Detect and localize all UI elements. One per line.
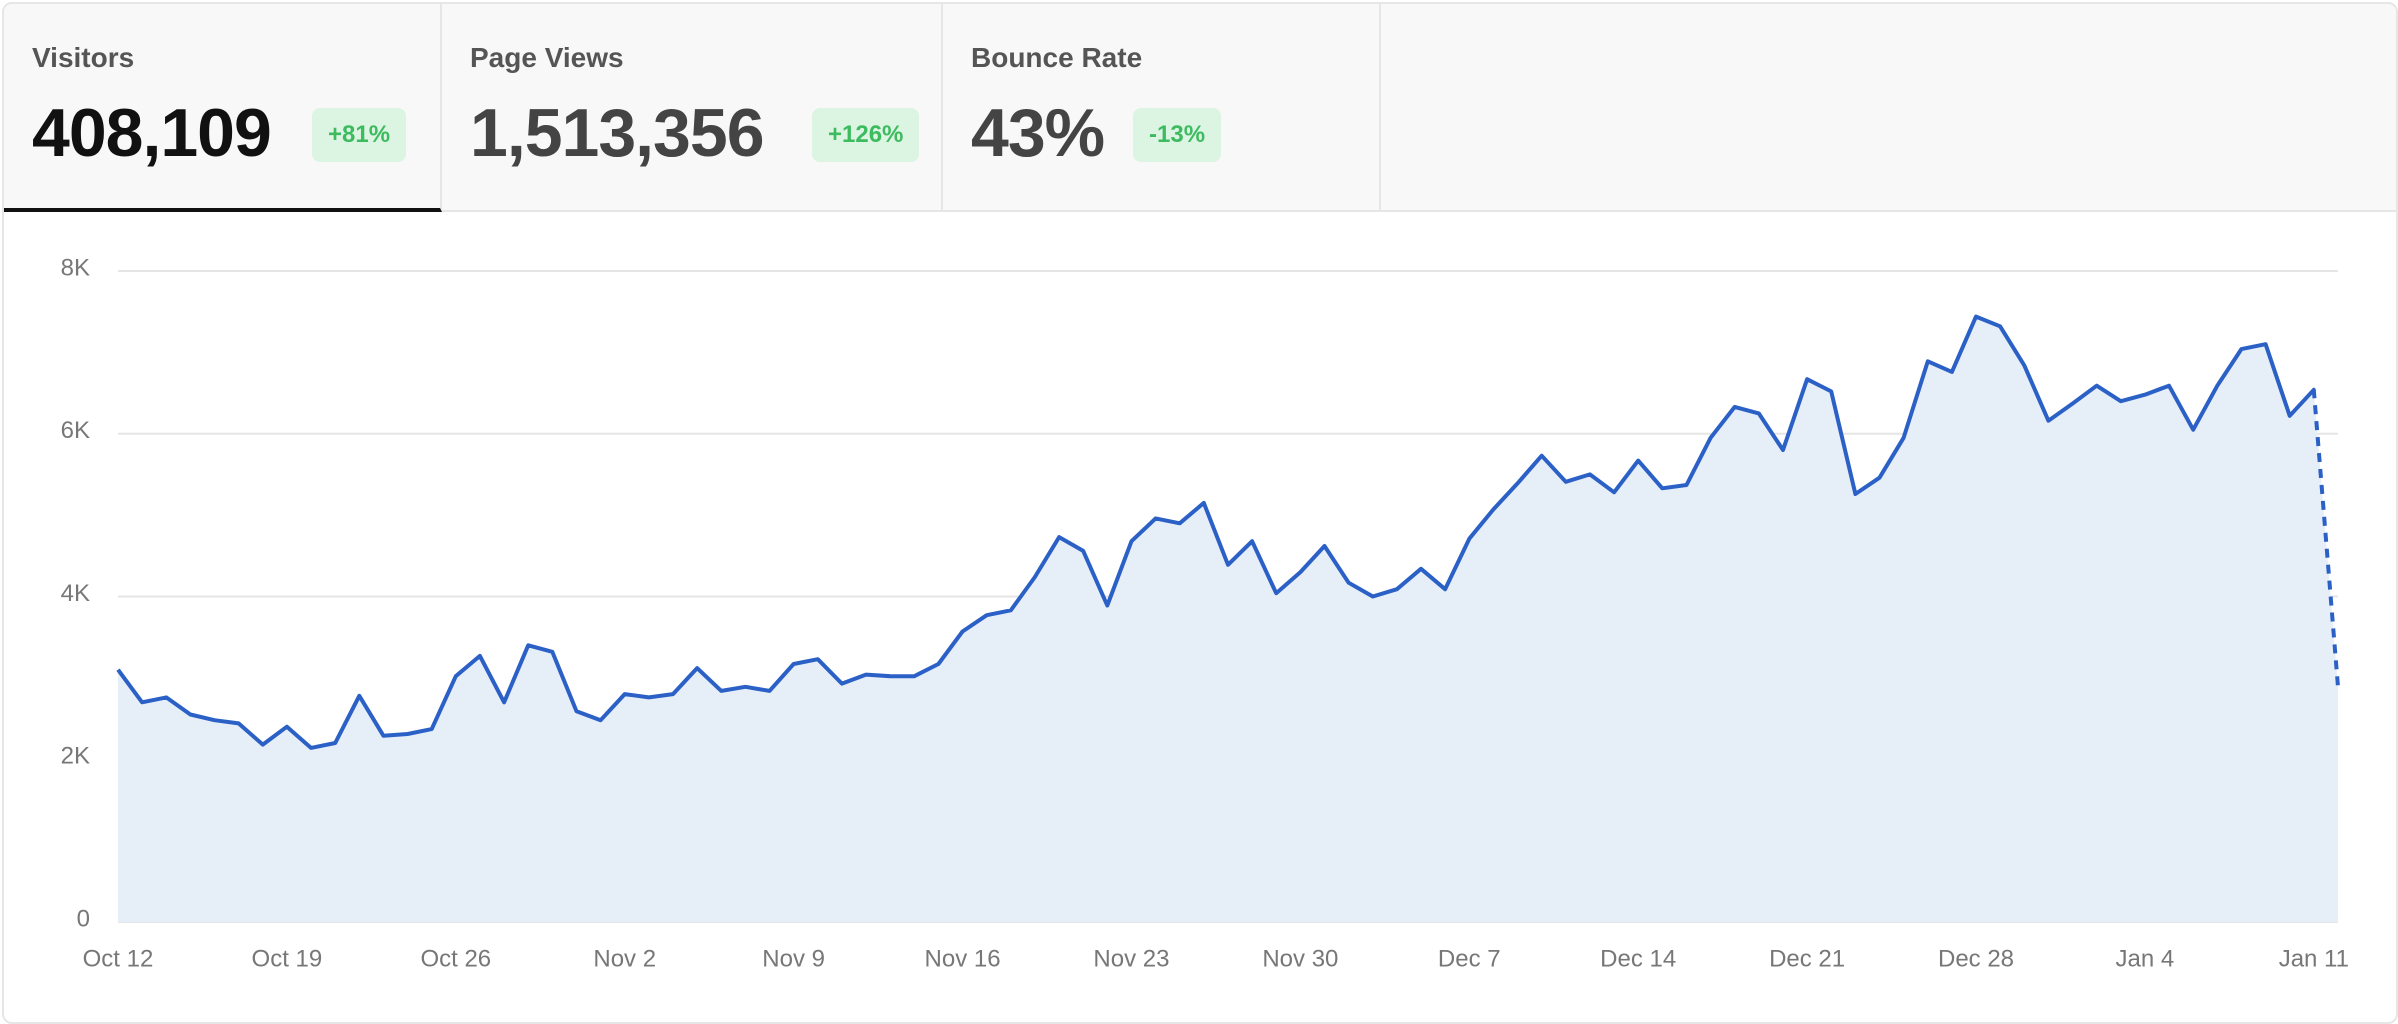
line — [116, 314, 2340, 750]
x-tick-label: Dec 14 — [1600, 945, 1676, 972]
stat-change: -13% — [1133, 108, 1222, 162]
x-tick-label: Jan 11 — [2279, 945, 2349, 972]
x-tick-label: Nov 2 — [593, 945, 656, 972]
stat-label: Bounce Rate — [971, 42, 1143, 73]
x-tick-label: Oct 26 — [420, 945, 491, 972]
x-tick-label: Jan 4 — [2116, 945, 2175, 972]
y-tick-label: 4K — [61, 580, 90, 607]
y-tick-label: 2K — [61, 743, 90, 770]
x-tick-label: Oct 19 — [252, 945, 323, 972]
stat-change: +81% — [312, 108, 407, 162]
y-tick-label: 0 — [77, 905, 90, 932]
stat-change: +126% — [812, 108, 920, 162]
stat-value: 43% — [971, 95, 1105, 171]
stat-value: 408,109 — [32, 95, 272, 171]
stat-tab[interactable]: Page Views 1,513,356 +126% — [442, 4, 943, 210]
area — [118, 316, 2338, 923]
stat-value: 1,513,356 — [470, 95, 765, 171]
x-tick-label: Nov 9 — [762, 945, 825, 972]
x-tick-label: Oct 12 — [83, 945, 154, 972]
stat-label: Visitors — [32, 42, 135, 73]
x-tick-label: Dec 21 — [1769, 945, 1845, 972]
stat-tab[interactable]: Bounce Rate 43% -13% — [943, 4, 1381, 210]
x-tick-label: Nov 23 — [1093, 945, 1169, 972]
y-tick-label: 6K — [61, 417, 90, 444]
x-tick-label: Nov 16 — [925, 945, 1001, 972]
stat-label: Page Views — [470, 42, 624, 73]
x-tick-label: Nov 30 — [1262, 945, 1338, 972]
stat-tab[interactable]: Visitors 408,109 +81% — [4, 4, 442, 212]
stat-tabs: Visitors 408,109 +81% Page Views 1,513,3… — [4, 4, 2396, 212]
x-tick-label: Dec 7 — [1438, 945, 1501, 972]
x-tick-label: Dec 28 — [1938, 945, 2014, 972]
y-tick-label: 8K — [61, 254, 90, 281]
